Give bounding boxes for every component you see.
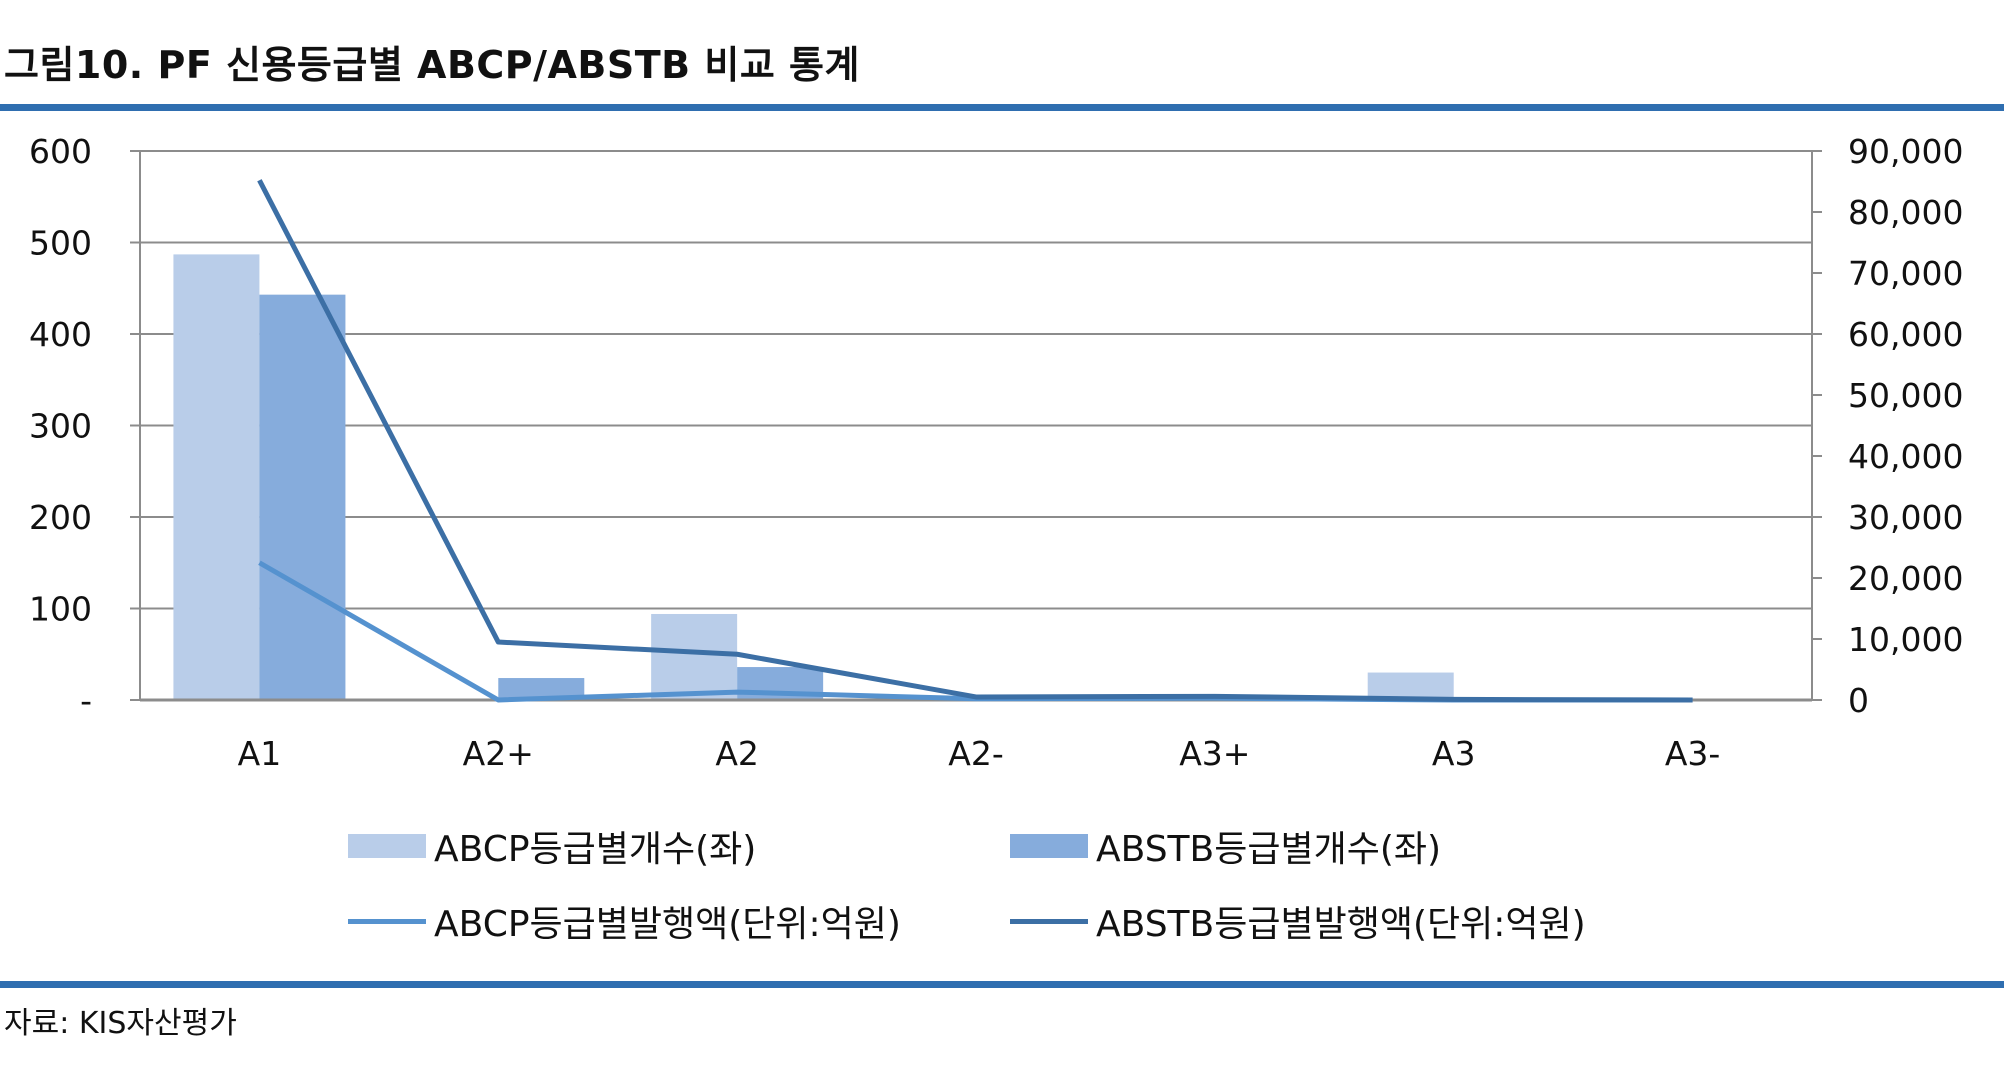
y-right-tick-label: 0 (1848, 681, 1869, 720)
y-left-tick-label: 200 (29, 498, 92, 537)
legend-label-abstb-count: ABSTB등급별개수(좌) (1096, 829, 1442, 870)
legend-swatch-abcp-count (348, 834, 426, 858)
top-rule (0, 104, 2004, 111)
bar-abcp-count (651, 613, 738, 700)
y-right-tick-label: 60,000 (1848, 315, 1963, 354)
x-tick-label: A3 (1432, 734, 1476, 773)
bar-abcp-count (173, 254, 260, 700)
source-note: 자료: KIS자산평가 (4, 1006, 237, 1041)
x-tick-label: A2 (715, 734, 759, 773)
line-abcp-amount (258, 560, 1693, 703)
legend-swatch-abstb-count (1010, 834, 1088, 858)
y-right-tick-label: 90,000 (1848, 132, 1963, 171)
y-right-tick-label: 30,000 (1848, 498, 1963, 537)
y-left-tick-label: 500 (29, 224, 92, 263)
x-tick-label: A3+ (1179, 734, 1250, 773)
legend-label-abcp-amount: ABCP등급별발행액(단위:억원) (434, 904, 901, 945)
y-right-tick-label: 10,000 (1848, 620, 1963, 659)
line-abstb-amount (257, 179, 1693, 703)
x-tick-label: A2- (948, 734, 1003, 773)
x-tick-label: A2+ (463, 734, 534, 773)
bar-abstb-count (498, 678, 585, 700)
legend-item-abcp-count: ABCP등급별개수(좌) (348, 820, 756, 872)
legend-swatch-abstb-amount (1010, 918, 1088, 924)
bottom-rule (0, 981, 2004, 988)
legend-item-abstb-amount: ABSTB등급별발행액(단위:억원) (1010, 895, 1586, 947)
legend-label-abcp-count: ABCP등급별개수(좌) (434, 829, 757, 870)
legend-label-abstb-amount: ABSTB등급별발행액(단위:억원) (1096, 904, 1586, 945)
legend-item-abcp-amount: ABCP등급별발행액(단위:억원) (348, 895, 901, 947)
chart-title: 그림10. PF 신용등급별 ABCP/ABSTB 비교 통계 (4, 43, 860, 87)
y-left-tick-label: 100 (29, 590, 92, 629)
y-left-tick-label: 400 (29, 315, 92, 354)
y-right-tick-label: 80,000 (1848, 193, 1963, 232)
legend-swatch-abcp-amount (348, 918, 426, 924)
y-right-tick-label: 50,000 (1848, 376, 1963, 415)
y-right-tick-label: 70,000 (1848, 254, 1963, 293)
y-right-tick-label: 40,000 (1848, 437, 1963, 476)
y-left-tick-label: 600 (29, 132, 92, 171)
y-left-tick-label: 300 (29, 407, 92, 446)
legend-item-abstb-count: ABSTB등급별개수(좌) (1010, 820, 1441, 872)
y-right-tick-label: 20,000 (1848, 559, 1963, 598)
bar-abstb-count (259, 294, 346, 700)
x-tick-label: A1 (238, 734, 282, 773)
x-tick-label: A3- (1665, 734, 1720, 773)
chart-area: - 100 200 300 400 500 600 0 10,000 20,000 30,000 40… (29, 132, 1963, 773)
y-left-tick-label: - (80, 681, 92, 720)
bar-abcp-count (1367, 672, 1454, 700)
